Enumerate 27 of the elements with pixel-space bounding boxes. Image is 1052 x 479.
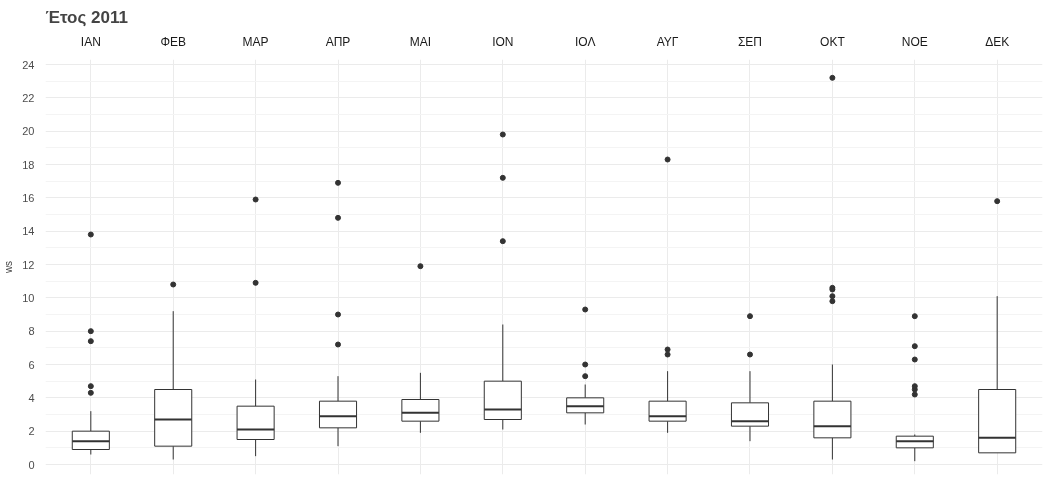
y-tick-label: 12 (22, 258, 35, 271)
y-tick-label: 16 (22, 191, 35, 204)
x-tick-label: ΣΕΠ (737, 34, 763, 49)
y-tick-label: 10 (22, 291, 35, 304)
chart-title: Έτος 2011 (45, 7, 128, 27)
y-tick-label: 8 (28, 325, 35, 338)
y-tick-label: 6 (28, 358, 35, 371)
y-tick-label: 2 (28, 425, 35, 438)
y-tick-label: 20 (22, 125, 35, 138)
x-tick-label: ΙΟΛ (574, 34, 596, 49)
y-tick-label: 18 (22, 158, 35, 171)
y-tick-label: 22 (22, 91, 35, 104)
y-tick-label: 0 (28, 458, 35, 471)
y-tick-label: 14 (22, 225, 35, 238)
x-tick-label: ΜΑΡ (242, 34, 269, 49)
y-axis-title: ws (3, 260, 15, 275)
x-tick-label: ΦΕΒ (160, 34, 187, 49)
x-tick-label: ΜΑΙ (409, 34, 432, 49)
x-tick-label: ΟΚΤ (820, 34, 846, 49)
x-tick-label: ΙΑΝ (80, 34, 101, 49)
y-tick-label: 4 (28, 391, 35, 404)
x-tick-label: ΑΠΡ (325, 34, 351, 49)
x-tick-label: ΝΟΕ (901, 34, 928, 49)
y-tick-label: 24 (22, 58, 35, 71)
x-tick-label: ΔΕΚ (985, 34, 1010, 49)
x-tick-label: ΙΟΝ (492, 34, 514, 49)
x-tick-label: ΑΥΓ (656, 34, 679, 49)
